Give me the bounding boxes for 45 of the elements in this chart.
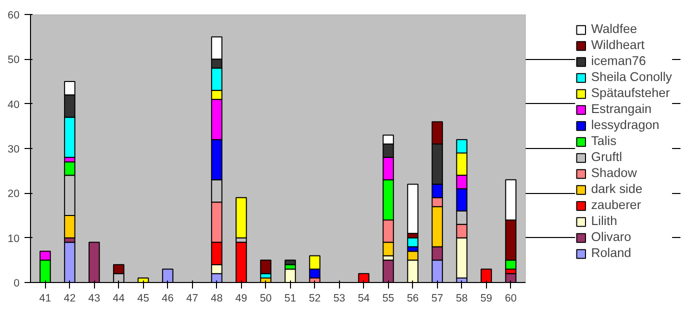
x-tick-label: 60 [504, 292, 517, 304]
y-tick-label: 30 [8, 144, 20, 156]
legend-label: Roland [591, 246, 632, 260]
y-tick-label: 20 [8, 188, 20, 200]
x-tick-label: 46 [162, 292, 174, 304]
x-tick-label: 57 [431, 292, 444, 304]
x-tick-label: 45 [137, 292, 150, 304]
legend-label: zauberer [591, 198, 642, 212]
x-tick-label: 53 [333, 292, 346, 304]
bar [260, 260, 272, 274]
x-tick-label: 41 [39, 292, 52, 304]
y-tick-label: 40 [8, 98, 20, 111]
x-tick-label: 58 [456, 292, 468, 304]
legend-label: dark side [591, 182, 642, 196]
legend-label: Sheila Conolly [591, 70, 672, 84]
x-tick-label: 52 [308, 292, 321, 304]
y-tick-label: 10 [8, 232, 20, 245]
x-tick-label: 54 [358, 292, 370, 304]
x-tick-label: 49 [235, 292, 248, 304]
legend-label: Shadow [591, 166, 637, 180]
y-tick-label: 0 [14, 278, 20, 290]
bar [407, 237, 418, 248]
y-tick-label: 50 [8, 54, 20, 66]
bar [284, 260, 296, 266]
legend-label: Lilith [591, 214, 618, 228]
x-tick-label: 47 [186, 292, 198, 304]
legend-label: Gruftl [591, 150, 622, 164]
x-tick-label: 43 [88, 292, 100, 304]
legend-label: Estrangain [591, 102, 652, 116]
legend-label: Wildheart [591, 38, 645, 52]
x-tick-label: 44 [112, 292, 125, 304]
y-tick-label: 60 [8, 10, 20, 22]
x-tick-label: 42 [64, 292, 76, 304]
legend-label: iceman76 [591, 54, 646, 68]
x-tick-label: 50 [260, 292, 272, 304]
legend-label: Spätaufsteher [591, 86, 670, 100]
x-tick-label: 51 [284, 292, 296, 304]
legend-label: Waldfee [591, 22, 638, 36]
x-tick-label: 59 [480, 292, 492, 304]
x-tick-label: 56 [406, 292, 419, 304]
x-tick-label: 48 [210, 292, 223, 304]
legend-label: Olivaro [591, 230, 632, 244]
legend-label: Talis [591, 134, 616, 148]
legend-label: lessydragon [591, 118, 660, 132]
x-tick-label: 55 [382, 292, 394, 304]
